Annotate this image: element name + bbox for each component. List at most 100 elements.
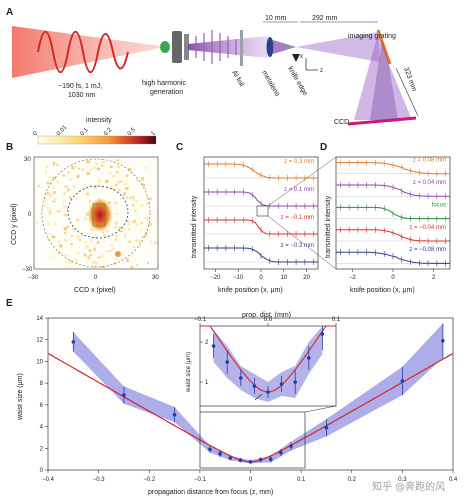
panel-label-c: C — [176, 142, 183, 153]
speckle-pixel — [101, 255, 105, 258]
speckle-pixel — [82, 168, 84, 171]
speckle-pixel — [136, 178, 138, 182]
speckle-pixel — [48, 212, 52, 215]
d-trace-label: z = 0.04 mm — [413, 180, 446, 186]
speckle-pixel — [63, 204, 67, 208]
speckle-pixel — [126, 220, 130, 223]
speckle-pixel — [36, 221, 39, 224]
c-xtick-label: −20 — [210, 275, 221, 281]
speckle-pixel — [145, 234, 148, 237]
speckle-pixel — [131, 195, 134, 198]
speckle-pixel — [67, 170, 70, 174]
speckle-pixel — [48, 176, 51, 179]
speckle-pixel — [58, 165, 61, 168]
speckle-pixel — [146, 202, 151, 205]
inset-point — [225, 360, 229, 364]
speckle-pixel — [86, 192, 90, 196]
speckle-pixel — [76, 174, 80, 179]
speckle-pixel — [71, 266, 73, 269]
e-point — [441, 339, 445, 343]
e-point — [122, 393, 126, 397]
e-ytick-label: 8 — [40, 381, 44, 387]
speckle-pixel — [107, 201, 112, 204]
speckle-pixel — [84, 240, 88, 243]
speckle-pixel — [80, 234, 84, 237]
d-trace-label: z = −0.04 mm — [409, 225, 446, 231]
setup-diagram — [12, 21, 419, 126]
c-zoom-box — [256, 205, 269, 217]
speckle-pixel — [85, 245, 88, 249]
speckle-pixel — [66, 225, 70, 228]
speckle-pixel — [125, 182, 127, 186]
speckle-pixel — [140, 203, 143, 207]
laser-param-2: 1030 nm — [68, 92, 95, 99]
e-data-points — [71, 323, 445, 464]
e-point — [71, 340, 76, 344]
speckle-pixel — [131, 204, 135, 207]
speckle-pixel — [139, 239, 143, 243]
speckle-pixel — [101, 185, 103, 189]
speckle-pixel — [128, 227, 131, 232]
e-xtick-label: 0.3 — [398, 477, 407, 483]
speckle-pixel — [45, 170, 47, 175]
laser-pulse — [37, 30, 129, 74]
speckle-pixel — [78, 238, 82, 241]
speckle-pixel — [115, 212, 119, 215]
speckle-pixel — [46, 181, 50, 185]
axis-x-label: x — [300, 54, 303, 60]
speckle-pixel — [89, 254, 93, 256]
speckle-pixel — [114, 184, 118, 187]
speckle-pixel — [147, 230, 150, 232]
gas-cell — [172, 31, 182, 63]
speckle-pixel — [105, 250, 108, 253]
panel-label-d: D — [320, 142, 327, 153]
e-xtick-label: 0 — [249, 477, 253, 483]
speckle-pixel — [64, 231, 67, 235]
speckle-pixel — [90, 228, 94, 232]
speckle-pixel — [100, 164, 104, 167]
speckle-pixel — [65, 260, 68, 263]
speckle-pixel — [70, 243, 73, 246]
speckle-pixel — [71, 227, 75, 231]
d-xtick-label: 0 — [391, 275, 395, 281]
speckle-pixel — [128, 240, 132, 243]
speckle-pixel — [52, 255, 55, 257]
speckle-pixel — [72, 166, 75, 169]
speckle-pixel — [139, 205, 143, 208]
speckle-pixel — [53, 177, 56, 180]
speckle-pixel — [69, 260, 73, 264]
speckle-pixel — [54, 223, 57, 226]
speckle-pixel — [52, 186, 56, 189]
e-xtick-label: −0.1 — [194, 477, 207, 483]
inset-point — [252, 384, 257, 388]
d-traces — [336, 159, 450, 267]
c-zoom-line-2 — [267, 215, 337, 270]
e-ytick-label: 4 — [40, 425, 44, 431]
speckle-pixel — [115, 237, 118, 241]
inset-point — [211, 344, 216, 348]
b-ytick-30: 30 — [24, 157, 31, 163]
inset-title: prop. dist. (mm) — [242, 312, 291, 319]
speckle-pixel — [43, 197, 46, 200]
speckle-pixel — [89, 184, 93, 187]
e-xtick-label: 0.4 — [449, 477, 458, 483]
speckle-pixel — [78, 190, 80, 193]
speckle-pixel — [112, 187, 115, 190]
panel-label-b: B — [6, 142, 13, 153]
speckle-pixel — [128, 196, 131, 199]
inset-ytick-label: 1 — [205, 380, 209, 386]
e-ytick-label: 0 — [40, 468, 44, 474]
e-point — [258, 457, 263, 462]
e-ytick-label: 2 — [40, 446, 44, 452]
speckle-pixel — [110, 244, 114, 247]
speckle-pixel — [56, 163, 58, 166]
speckle-pixel — [148, 222, 152, 226]
inset-point — [239, 376, 243, 380]
speckle-pixel — [90, 238, 93, 243]
ir-beam — [12, 26, 160, 78]
speckle-pixel — [114, 221, 118, 225]
speckle-pixel — [49, 194, 52, 197]
d-trace-label: z = −0.08 mm — [409, 247, 446, 253]
